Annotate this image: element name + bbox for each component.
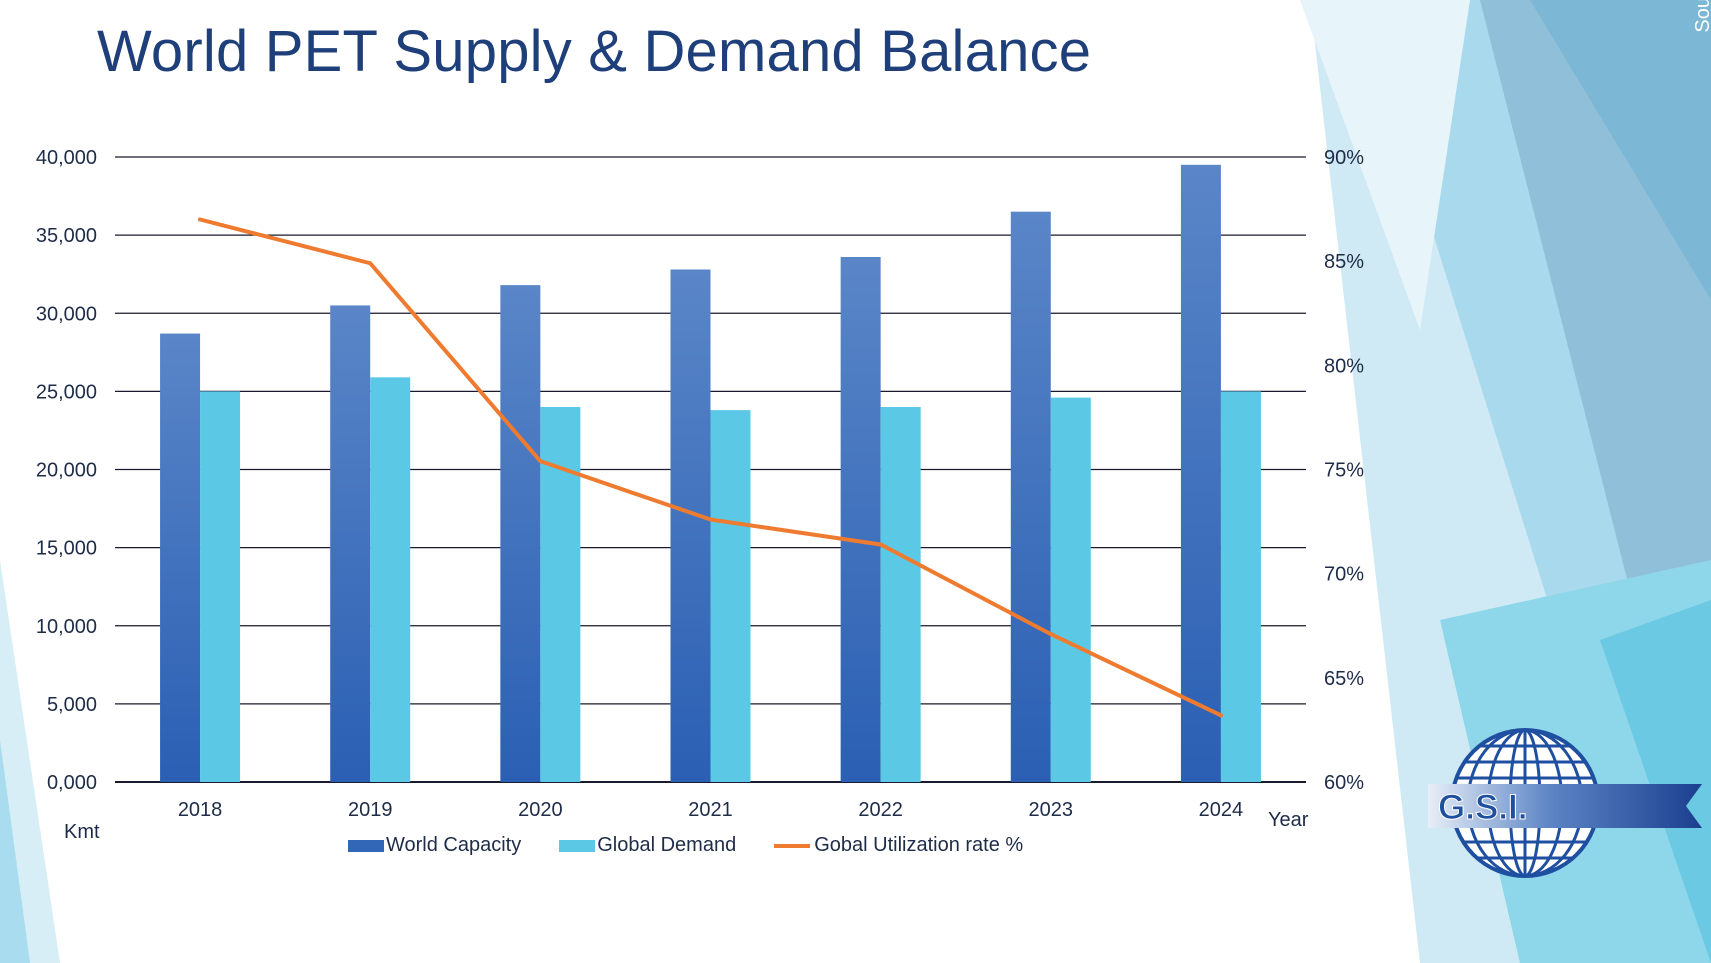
y-right-tick-label: 70% — [1324, 564, 1364, 586]
bar-global-demand — [370, 377, 411, 782]
gsi-logo: G.S.I. — [1428, 728, 1702, 878]
bar-world-capacity — [500, 285, 541, 782]
bar-global-demand — [200, 391, 241, 782]
point-utilization-rate — [708, 517, 713, 522]
bar-world-capacity — [160, 333, 201, 782]
point-utilization-rate — [198, 217, 203, 222]
y-right-tick-label: 85% — [1324, 251, 1364, 273]
y-left-tick-label: 35,000 — [36, 225, 97, 247]
chart-legend: World Capacity Global Demand Gobal Utili… — [348, 834, 1061, 857]
legend-label-utilization: Gobal Utilization rate % — [814, 834, 1024, 856]
point-utilization-rate — [878, 542, 883, 547]
y-right-tick-label: 90% — [1324, 147, 1364, 169]
y-left-tick-label: 25,000 — [36, 381, 97, 403]
legend-item-utilization: Gobal Utilization rate % — [774, 834, 1023, 857]
y-left-tick-label: 15,000 — [36, 538, 97, 560]
x-tick-label: 2022 — [858, 799, 903, 821]
y-left-tick-label: 5,000 — [47, 694, 97, 716]
bar-world-capacity — [1010, 211, 1051, 782]
x-tick-label: 2018 — [178, 799, 223, 821]
legend-item-capacity: World Capacity — [348, 834, 521, 857]
legend-item-demand: Global Demand — [559, 834, 736, 857]
bar-world-capacity — [840, 257, 881, 782]
point-utilization-rate — [368, 261, 373, 266]
chart-title: World PET Supply & Demand Balance — [97, 19, 1092, 84]
y-right-tick-label: 80% — [1324, 355, 1364, 377]
legend-swatch-utilization — [774, 843, 811, 848]
y-left-tick-label: 40,000 — [36, 147, 97, 169]
y-right-tick-label: 60% — [1324, 772, 1364, 794]
y-left-tick-label: 10,000 — [36, 616, 97, 638]
bar-world-capacity — [1180, 164, 1221, 782]
point-utilization-rate — [1048, 632, 1053, 637]
point-utilization-rate — [1218, 713, 1223, 718]
x-tick-label: 2020 — [518, 799, 563, 821]
legend-swatch-demand — [559, 839, 596, 852]
legend-label-capacity: World Capacity — [386, 834, 522, 856]
point-utilization-rate — [538, 459, 543, 464]
x-tick-label: 2024 — [1199, 799, 1244, 821]
x-axis-label: Year — [1268, 809, 1309, 831]
legend-label-demand: Global Demand — [597, 834, 737, 856]
legend-swatch-capacity — [348, 839, 384, 852]
x-tick-label: 2021 — [688, 799, 733, 821]
bar-global-demand — [1220, 391, 1261, 782]
y-left-tick-label: 20,000 — [36, 460, 97, 482]
y-right-tick-label: 75% — [1324, 460, 1364, 482]
y-right-tick-label: 65% — [1324, 668, 1364, 690]
bar-world-capacity — [670, 269, 711, 782]
bar-global-demand — [1050, 397, 1091, 782]
y-left-tick-label: 0,000 — [47, 772, 97, 794]
x-tick-label: 2023 — [1029, 799, 1074, 821]
bar-global-demand — [880, 407, 921, 782]
y-left-tick-label: 30,000 — [36, 303, 97, 325]
x-tick-label: 2019 — [348, 799, 393, 821]
y-left-axis-label: Kmt — [64, 821, 100, 843]
bar-global-demand — [710, 410, 751, 782]
bar-world-capacity — [330, 305, 371, 782]
logo-text: G.S.I. — [1438, 788, 1527, 827]
